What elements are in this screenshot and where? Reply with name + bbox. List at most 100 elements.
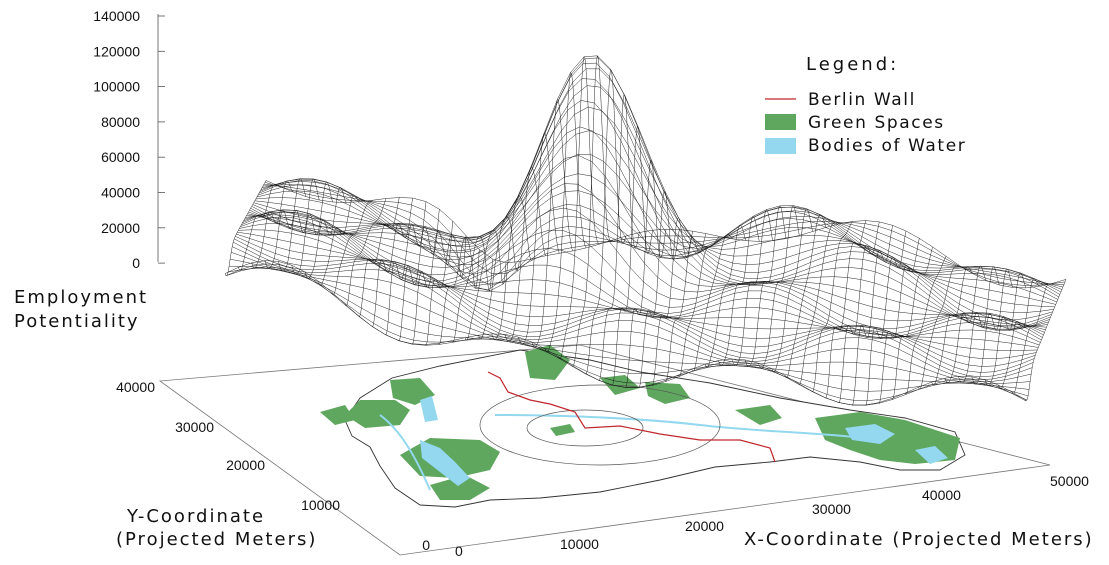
z-tick-label: 100000 bbox=[93, 79, 140, 95]
ring-line bbox=[479, 384, 721, 466]
surface-line-y bbox=[838, 221, 880, 403]
surface-line-y bbox=[691, 234, 733, 372]
surface-line-y bbox=[384, 201, 427, 336]
legend-title: Legend: bbox=[806, 54, 899, 75]
water-body bbox=[845, 424, 895, 444]
x-tick-label: 30000 bbox=[812, 501, 851, 517]
surface-line-y bbox=[478, 216, 520, 340]
surface-line-y bbox=[851, 225, 893, 406]
surface-line-y bbox=[664, 233, 707, 382]
surface-line-y bbox=[731, 209, 773, 366]
x-axis-title: X-Coordinate (Projected Meters) bbox=[744, 529, 1094, 550]
surface-line-y bbox=[1024, 279, 1067, 402]
surface-line-y bbox=[424, 234, 467, 346]
surface-line-y bbox=[704, 224, 747, 368]
legend: Legend: Berlin Wall Green Spaces Bodies … bbox=[765, 54, 966, 156]
surface-line-y bbox=[984, 272, 1027, 386]
surface-line-y bbox=[651, 216, 693, 386]
surface-line-y bbox=[224, 180, 267, 277]
surface-line-x bbox=[261, 181, 1062, 290]
x-axis-ticks: 0 10000 20000 30000 40000 50000 bbox=[455, 473, 1089, 559]
surface-line-y bbox=[718, 215, 760, 367]
surface-line-y bbox=[1011, 283, 1053, 395]
surface-line-y bbox=[571, 55, 613, 367]
surface-line-y bbox=[344, 198, 387, 307]
surface-line-y bbox=[798, 221, 840, 386]
surface-line-y bbox=[824, 220, 867, 399]
surface-line-x bbox=[259, 178, 1060, 295]
surface-line-y bbox=[278, 178, 320, 272]
surface-line-y bbox=[304, 187, 347, 280]
y-axis-title-line2: (Projected Meters) bbox=[116, 529, 317, 550]
y-tick-label: 10000 bbox=[301, 497, 340, 513]
surface-line-y bbox=[398, 209, 440, 342]
surface-line-y bbox=[811, 221, 853, 393]
green-space bbox=[645, 382, 690, 404]
y-tick-label: 20000 bbox=[226, 457, 265, 473]
z-axis-ticks: 140000 120000 100000 80000 60000 40000 20000 0 bbox=[93, 8, 165, 271]
surface-line-y bbox=[918, 265, 960, 390]
surface-line-x bbox=[252, 68, 1053, 321]
surface-line-y bbox=[784, 214, 827, 378]
green-space bbox=[735, 405, 782, 425]
surface-line-y bbox=[291, 181, 333, 275]
surface-line-y bbox=[891, 246, 933, 400]
surface-line-y bbox=[904, 256, 947, 395]
y-tick-label: 0 bbox=[422, 537, 430, 553]
legend-label-green-spaces: Green Spaces bbox=[808, 113, 945, 133]
green-space bbox=[345, 400, 410, 428]
legend-swatch-green-spaces bbox=[765, 114, 796, 130]
bodies-of-water bbox=[379, 396, 948, 491]
x-tick-label: 20000 bbox=[685, 518, 724, 534]
legend-label-bodies-of-water: Bodies of Water bbox=[808, 136, 966, 156]
green-space bbox=[525, 345, 570, 380]
surface-line-y bbox=[771, 208, 813, 373]
surface-line-y bbox=[371, 198, 413, 328]
legend-swatch-bodies-of-water bbox=[765, 138, 796, 154]
surface-line-y bbox=[638, 190, 680, 388]
z-tick-label: 40000 bbox=[101, 185, 140, 201]
berlin-boundary bbox=[344, 349, 966, 508]
z-tick-label: 60000 bbox=[101, 149, 140, 165]
surface-line-x bbox=[260, 178, 1062, 293]
water-body bbox=[420, 396, 438, 422]
z-axis-title-line2: Potentiality bbox=[14, 311, 140, 332]
z-tick-label: 120000 bbox=[93, 43, 140, 59]
surface-line-y bbox=[611, 125, 653, 386]
x-tick-label: 0 bbox=[455, 543, 463, 559]
surface-line-x bbox=[247, 100, 1048, 328]
surface-line-y bbox=[678, 236, 720, 377]
green-space bbox=[390, 378, 435, 405]
green-space bbox=[430, 475, 490, 500]
surface-line-y bbox=[584, 68, 627, 375]
surface-line-y bbox=[464, 229, 507, 341]
y-tick-label: 40000 bbox=[116, 379, 155, 395]
river-spree bbox=[494, 414, 881, 441]
surface-line-y bbox=[744, 205, 787, 367]
y-tick-label: 30000 bbox=[175, 419, 214, 435]
surface-line-y bbox=[251, 180, 293, 269]
z-axis-title-line1: Employment bbox=[14, 287, 148, 308]
surface-line-y bbox=[998, 278, 1040, 390]
x-tick-label: 10000 bbox=[560, 536, 599, 552]
z-tick-label: 140000 bbox=[93, 8, 140, 24]
surface-line-y bbox=[944, 265, 987, 384]
z-tick-label: 0 bbox=[132, 255, 140, 271]
surface-line-y bbox=[504, 166, 547, 343]
surface-line-y bbox=[931, 266, 973, 386]
surface-line-y bbox=[411, 220, 453, 345]
surface-line-y bbox=[451, 236, 493, 343]
green-space bbox=[320, 405, 355, 425]
surface-line-y bbox=[598, 93, 640, 381]
surface-line-x bbox=[250, 55, 1051, 330]
surface-line-y bbox=[318, 194, 360, 286]
surface-line-x bbox=[251, 57, 1052, 326]
berlin-wall bbox=[487, 371, 776, 463]
surface-line-y bbox=[358, 197, 400, 318]
water-body bbox=[915, 446, 948, 464]
y-axis-title-line1: Y-Coordinate bbox=[126, 506, 265, 527]
inner-ring bbox=[526, 409, 644, 447]
legend-label-berlin-wall: Berlin Wall bbox=[808, 90, 916, 110]
y-axis-ticks: 40000 30000 20000 10000 0 bbox=[116, 379, 430, 553]
